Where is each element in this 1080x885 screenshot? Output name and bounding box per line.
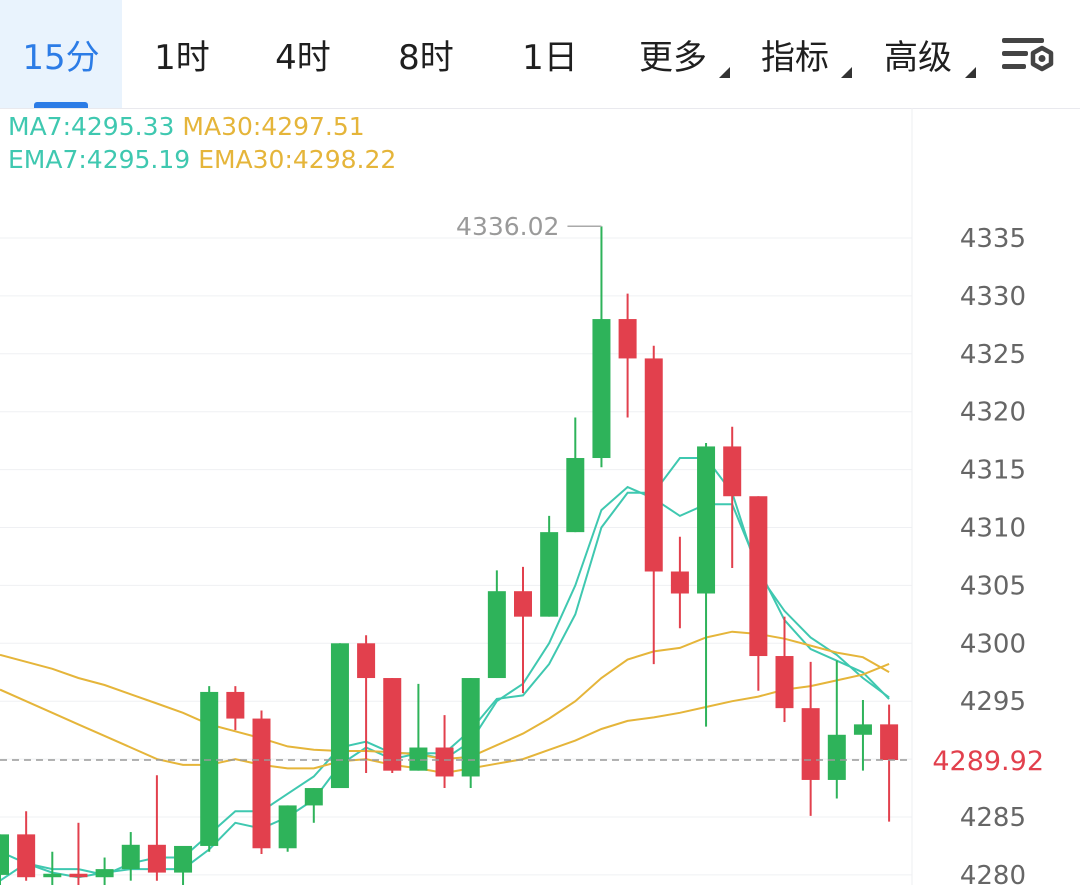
- candle-body: [147, 844, 166, 873]
- active-tab-indicator: [34, 102, 88, 108]
- ema7-value: EMA7:4295.19: [8, 145, 191, 174]
- candle-body: [383, 678, 402, 771]
- tab-label: 8时: [398, 37, 454, 78]
- y-axis-tick-label: 4330: [960, 282, 1026, 312]
- y-axis-tick-label: 4300: [960, 629, 1026, 659]
- candle-body: [304, 788, 323, 806]
- y-axis-tick-label: 4280: [960, 861, 1026, 885]
- y-axis-tick-label: 4295: [960, 687, 1026, 717]
- y-axis-tick-label: 4310: [960, 514, 1026, 544]
- y-axis-tick-label: 4285: [960, 803, 1026, 833]
- tab-label: 更多: [639, 37, 707, 78]
- candle-body: [723, 446, 742, 497]
- candle-body: [801, 708, 820, 780]
- candle-body: [200, 691, 219, 846]
- tab-label: 指标: [761, 37, 829, 78]
- tab-8h[interactable]: 8时: [364, 0, 488, 108]
- dropdown-caret-icon: [841, 67, 852, 78]
- high-marker-label: 4336.02: [456, 212, 559, 241]
- chart-settings-icon[interactable]: [1000, 34, 1058, 78]
- tab-15m[interactable]: 15分: [0, 0, 122, 108]
- tab-advanced[interactable]: 高级: [856, 0, 980, 108]
- candle-body: [95, 869, 114, 878]
- candlestick-chart[interactable]: 4336.02 4280 4285 4295 4300 4305 4310 4315 4320 4…: [0, 108, 1080, 885]
- candle-body: [487, 591, 506, 679]
- tab-label: 4时: [275, 37, 331, 78]
- y-axis-tick-label: 4320: [960, 398, 1026, 428]
- candle-body: [226, 691, 245, 719]
- candle-body: [121, 844, 140, 870]
- candle-body: [514, 591, 532, 617]
- candle-body: [749, 496, 768, 657]
- candle-body: [0, 834, 9, 875]
- y-axis-tick-label: 4335: [960, 224, 1026, 254]
- candle-body: [644, 358, 663, 572]
- candle-body: [174, 845, 193, 873]
- candle-body: [827, 734, 846, 780]
- tab-label: 1日: [522, 37, 578, 78]
- candle-body: [409, 747, 428, 771]
- candle-body: [461, 678, 480, 777]
- candle-body: [566, 458, 585, 533]
- ema-indicator-row: EMA7:4295.19 EMA30:4298.22: [8, 145, 404, 174]
- tab-label: 1时: [154, 37, 210, 78]
- tab-4h[interactable]: 4时: [242, 0, 364, 108]
- tab-1h[interactable]: 1时: [122, 0, 242, 108]
- candle-body: [880, 724, 899, 761]
- ema30-value: EMA30:4298.22: [198, 145, 397, 174]
- timeframe-tab-bar: 15分 1时 4时 8时 1日 更多 指标 高级: [0, 0, 1080, 109]
- candle-body: [670, 571, 689, 594]
- candle-body: [592, 319, 611, 459]
- candle-body: [17, 834, 36, 878]
- candle-body: [43, 873, 62, 878]
- candle-body: [278, 805, 297, 849]
- candle-body: [540, 532, 559, 617]
- candle-body: [697, 446, 716, 594]
- y-axis-tick-label: 4325: [960, 340, 1026, 370]
- tab-label: 15分: [22, 37, 100, 78]
- tab-label: 高级: [884, 37, 952, 78]
- tab-more[interactable]: 更多: [612, 0, 734, 108]
- ma-indicator-row: MA7:4295.33 MA30:4297.51: [8, 112, 373, 141]
- tab-indicators[interactable]: 指标: [734, 0, 856, 108]
- candle-body: [69, 873, 88, 878]
- dropdown-caret-icon: [965, 67, 976, 78]
- last-price-label: 4289.92: [932, 746, 1044, 777]
- y-axis-tick-label: 4315: [960, 456, 1026, 486]
- tab-1d[interactable]: 1日: [488, 0, 612, 108]
- candle-body: [618, 319, 637, 359]
- candle-body: [252, 718, 271, 849]
- candle-body: [853, 724, 872, 735]
- candle-body: [435, 747, 454, 777]
- candle-body: [357, 643, 376, 679]
- candle-body: [330, 643, 349, 789]
- ma7-value: MA7:4295.33: [8, 112, 175, 141]
- ma30-value: MA30:4297.51: [182, 112, 365, 141]
- dropdown-caret-icon: [719, 67, 730, 78]
- y-axis-tick-label: 4305: [960, 571, 1026, 601]
- candle-body: [775, 656, 794, 709]
